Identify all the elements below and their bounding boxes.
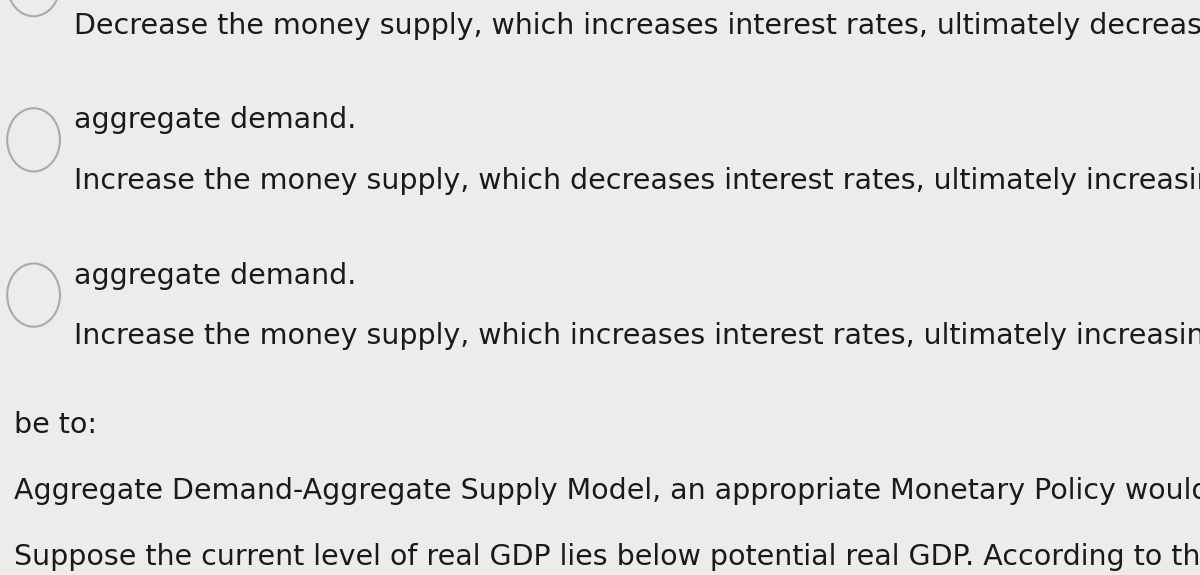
Text: be to:: be to: — [14, 411, 97, 439]
Text: Increase the money supply, which decreases interest rates, ultimately increasing: Increase the money supply, which decreas… — [74, 167, 1200, 195]
Text: Aggregate Demand-Aggregate Supply Model, an appropriate Monetary Policy would: Aggregate Demand-Aggregate Supply Model,… — [14, 477, 1200, 505]
Text: Suppose the current level of real GDP lies below potential real GDP. According t: Suppose the current level of real GDP li… — [14, 543, 1200, 572]
Text: Decrease the money supply, which increases interest rates, ultimately decreasing: Decrease the money supply, which increas… — [74, 12, 1200, 40]
Text: aggregate demand.: aggregate demand. — [74, 262, 356, 290]
Text: aggregate demand.: aggregate demand. — [74, 106, 356, 135]
Text: Increase the money supply, which increases interest rates, ultimately increasing: Increase the money supply, which increas… — [74, 322, 1200, 350]
